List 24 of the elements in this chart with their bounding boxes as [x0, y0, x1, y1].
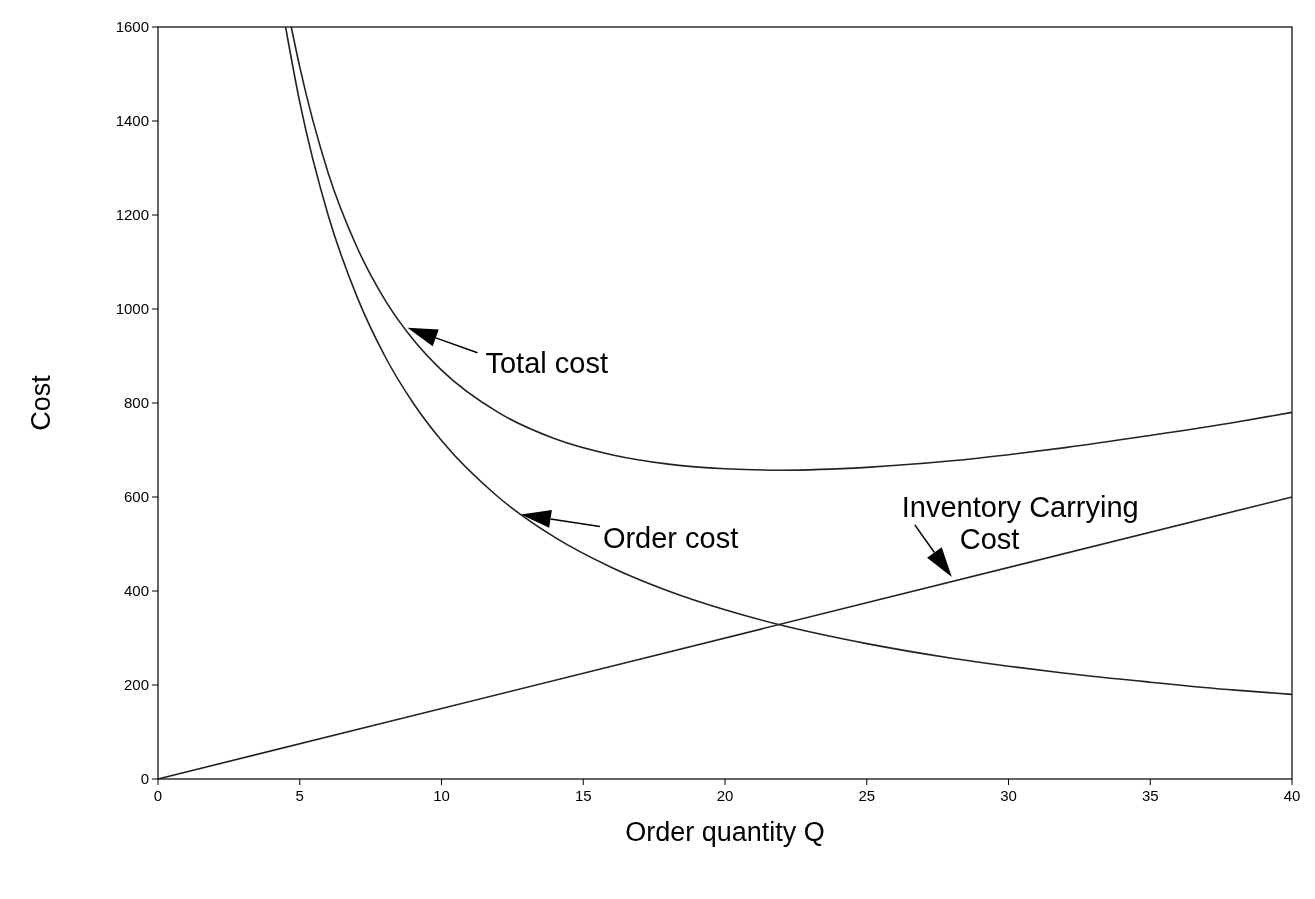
- x-tick-label: 0: [153, 787, 163, 804]
- x-tick-label: 5: [295, 787, 304, 804]
- x-tick-label: 25: [858, 787, 876, 804]
- x-tick-label: 40: [1283, 787, 1301, 804]
- y-tick-label: 1200: [115, 206, 149, 223]
- y-axis-title: Cost: [26, 374, 56, 431]
- y-tick-label: 600: [123, 488, 149, 505]
- annotation: Inventory Carrying Cost: [901, 490, 1139, 555]
- annotation: Total cost: [485, 346, 608, 379]
- y-tick-label: 1000: [115, 300, 149, 317]
- y-tick-label: 800: [123, 394, 149, 411]
- y-tick-label: 400: [123, 582, 149, 599]
- x-tick-label: 10: [433, 787, 450, 804]
- y-tick-label: 200: [123, 676, 149, 693]
- x-tick-label: 20: [716, 787, 734, 804]
- x-tick-label: 30: [1000, 787, 1017, 804]
- y-tick-label: 0: [140, 770, 149, 787]
- line-series: [290, 26, 1293, 472]
- y-tick-label: 1400: [115, 112, 149, 129]
- y-tick-label: 1600: [115, 18, 149, 35]
- annotation: Order cost: [602, 522, 739, 555]
- x-axis-title: Order quantity Q: [625, 817, 825, 847]
- x-tick-label: 15: [574, 787, 592, 804]
- x-tick-label: 35: [1141, 787, 1159, 804]
